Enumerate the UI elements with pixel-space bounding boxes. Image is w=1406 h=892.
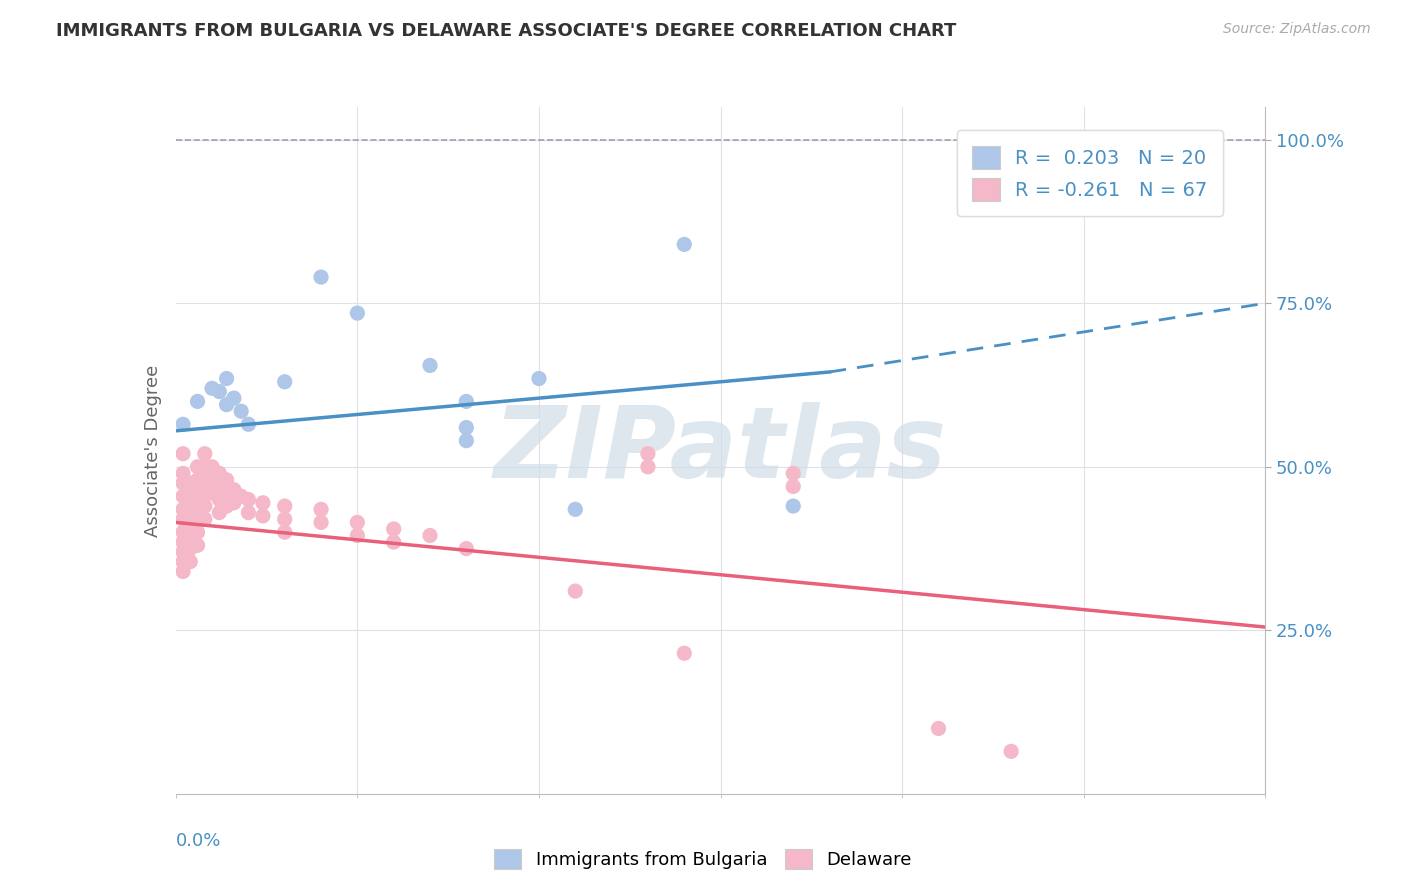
Point [782, 467, 804, 481]
Point [222, 391, 245, 405]
Point [186, 486, 209, 500]
Point [179, 555, 201, 569]
Point [208, 506, 231, 520]
Point [928, 722, 950, 736]
Point [274, 375, 297, 389]
Point [172, 417, 194, 432]
Point [208, 467, 231, 481]
Point [252, 508, 274, 523]
Point [194, 499, 217, 513]
Point [309, 270, 332, 285]
Point [208, 479, 231, 493]
Point [172, 565, 194, 579]
Point [172, 502, 194, 516]
Point [179, 541, 201, 556]
Point [201, 381, 224, 395]
Point [208, 492, 231, 507]
Point [201, 486, 224, 500]
Point [179, 528, 201, 542]
Point [215, 499, 238, 513]
Point [637, 459, 659, 474]
Point [194, 447, 217, 461]
Point [179, 489, 201, 503]
Point [172, 489, 194, 503]
Point [172, 535, 194, 549]
Point [382, 535, 405, 549]
Point [456, 394, 478, 409]
Point [186, 473, 209, 487]
Point [194, 459, 217, 474]
Point [673, 646, 696, 660]
Point [346, 306, 368, 320]
Point [201, 473, 224, 487]
Point [172, 525, 194, 540]
Point [215, 371, 238, 385]
Point [186, 512, 209, 526]
Point [456, 434, 478, 448]
Point [564, 584, 586, 599]
Point [172, 555, 194, 569]
Point [186, 394, 209, 409]
Point [782, 479, 804, 493]
Point [309, 502, 332, 516]
Point [238, 506, 260, 520]
Point [172, 545, 194, 559]
Point [208, 384, 231, 399]
Point [1000, 744, 1022, 758]
Point [238, 417, 260, 432]
Point [186, 525, 209, 540]
Text: 0.0%: 0.0% [176, 831, 221, 850]
Point [382, 522, 405, 536]
Point [172, 476, 194, 491]
Point [222, 496, 245, 510]
Point [201, 459, 224, 474]
Point [456, 420, 478, 434]
Point [215, 486, 238, 500]
Point [231, 489, 253, 503]
Point [456, 541, 478, 556]
Point [673, 237, 696, 252]
Point [179, 502, 201, 516]
Point [215, 473, 238, 487]
Point [179, 516, 201, 530]
Text: ZIPatlas: ZIPatlas [494, 402, 948, 499]
Point [194, 512, 217, 526]
Point [186, 459, 209, 474]
Point [252, 496, 274, 510]
Point [231, 404, 253, 418]
Point [194, 473, 217, 487]
Point [274, 525, 297, 540]
Point [222, 483, 245, 497]
Point [238, 492, 260, 507]
Text: IMMIGRANTS FROM BULGARIA VS DELAWARE ASSOCIATE'S DEGREE CORRELATION CHART: IMMIGRANTS FROM BULGARIA VS DELAWARE ASS… [56, 22, 956, 40]
Point [782, 499, 804, 513]
Legend: Immigrants from Bulgaria, Delaware: Immigrants from Bulgaria, Delaware [485, 839, 921, 879]
Point [419, 528, 441, 542]
Point [172, 467, 194, 481]
Point [194, 486, 217, 500]
Point [179, 476, 201, 491]
Point [215, 398, 238, 412]
Point [186, 499, 209, 513]
Point [172, 512, 194, 526]
Y-axis label: Associate's Degree: Associate's Degree [143, 364, 162, 537]
Legend: R =  0.203   N = 20, R = -0.261   N = 67: R = 0.203 N = 20, R = -0.261 N = 67 [957, 130, 1223, 216]
Point [527, 371, 550, 385]
Point [346, 528, 368, 542]
Point [309, 516, 332, 530]
Point [186, 538, 209, 552]
Point [346, 516, 368, 530]
Text: Source: ZipAtlas.com: Source: ZipAtlas.com [1223, 22, 1371, 37]
Point [564, 502, 586, 516]
Point [274, 512, 297, 526]
Point [419, 359, 441, 373]
Point [274, 499, 297, 513]
Point [172, 447, 194, 461]
Point [637, 447, 659, 461]
